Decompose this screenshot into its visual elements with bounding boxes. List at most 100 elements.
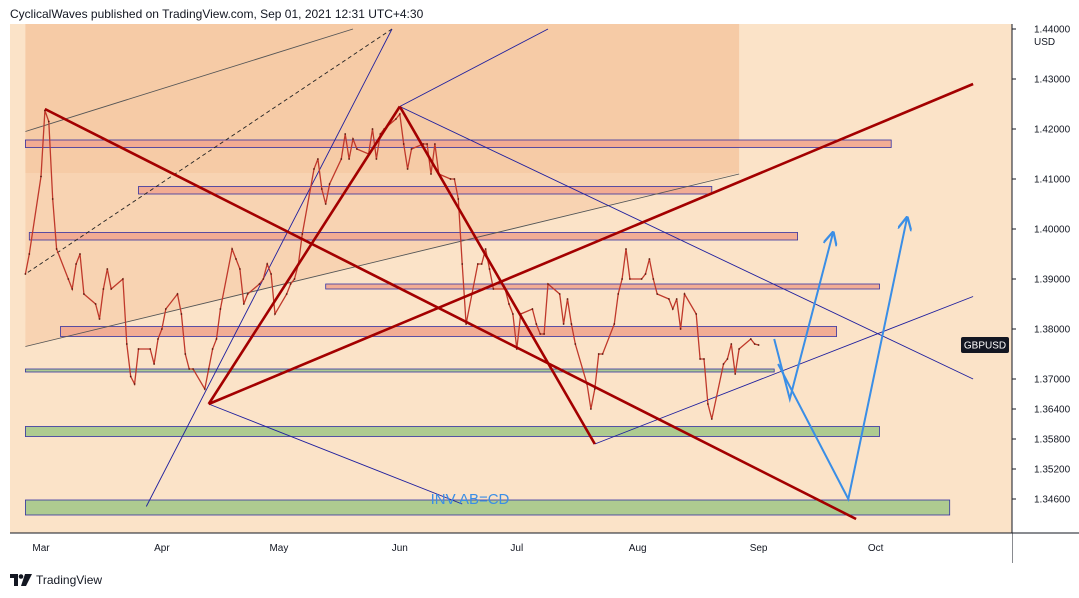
price-point-23 — [153, 363, 156, 365]
price-point-105 — [597, 353, 600, 355]
price-point-21 — [137, 348, 140, 350]
price-point-26 — [164, 308, 167, 310]
x-tick-label-1: Apr — [154, 543, 170, 554]
price-point-53 — [317, 158, 319, 160]
price-point-25 — [161, 328, 163, 330]
price-point-109 — [621, 278, 623, 280]
price-point-118 — [671, 308, 674, 310]
price-point-46 — [274, 313, 276, 315]
x-tick-label-3: Jun — [392, 543, 408, 554]
price-point-11 — [83, 293, 85, 295]
price-point-20 — [133, 383, 136, 385]
price-point-56 — [328, 183, 331, 185]
price-point-133 — [753, 343, 756, 345]
price-point-64 — [375, 158, 378, 160]
price-point-110 — [625, 248, 627, 250]
price-point-35 — [215, 338, 218, 340]
price-point-77 — [449, 178, 452, 180]
price-point-15 — [106, 268, 109, 270]
price-point-82 — [476, 263, 479, 265]
price-point-115 — [652, 278, 655, 280]
tradingview-logo-icon[interactable] — [10, 574, 32, 586]
price-point-52 — [313, 168, 315, 170]
price-point-59 — [348, 158, 350, 160]
x-tick-label-6: Sep — [750, 543, 768, 554]
price-point-130 — [734, 373, 737, 375]
price-point-83 — [480, 263, 483, 265]
price-point-70 — [406, 168, 409, 170]
channel-line-2 — [25, 28, 393, 275]
price-point-40 — [242, 303, 245, 305]
price-point-0 — [24, 273, 27, 275]
price-point-111 — [629, 278, 631, 280]
price-point-131 — [738, 348, 740, 350]
price-point-103 — [590, 408, 592, 410]
price-point-7 — [67, 278, 70, 280]
publish-attribution: CyclicalWaves published on TradingView.c… — [10, 7, 424, 21]
symbol-price-tag — [961, 337, 1009, 353]
price-point-31 — [192, 368, 195, 370]
shaded-channel-area — [25, 24, 740, 173]
y-tick-label-4: 1.40000 — [1034, 225, 1071, 236]
channel-line-5 — [208, 403, 463, 505]
price-point-113 — [644, 273, 647, 275]
y-tick-label-11: 1.34600 — [1034, 495, 1071, 506]
price-point-99 — [566, 298, 569, 300]
price-point-17 — [122, 278, 124, 280]
x-tick-label-7: Oct — [868, 543, 884, 554]
price-point-33 — [207, 368, 210, 370]
price-point-58 — [344, 133, 347, 135]
projection-path-1 — [777, 219, 907, 502]
price-point-54 — [320, 188, 323, 190]
price-point-116 — [656, 293, 659, 295]
price-point-22 — [149, 348, 152, 350]
price-point-94 — [539, 333, 542, 335]
resistance-zone-1 — [138, 186, 713, 195]
price-point-124 — [703, 358, 705, 360]
price-point-119 — [675, 298, 678, 300]
price-point-79 — [457, 198, 460, 200]
harmonic-line-3 — [208, 82, 974, 406]
price-point-89 — [512, 313, 514, 315]
price-point-120 — [679, 328, 682, 330]
resistance-zone-2 — [28, 232, 798, 241]
price-point-92 — [531, 308, 534, 310]
price-point-12 — [94, 303, 97, 305]
price-point-14 — [102, 288, 105, 290]
price-point-125 — [707, 403, 709, 405]
price-point-43 — [262, 278, 265, 280]
price-point-51 — [301, 233, 304, 235]
price-point-95 — [543, 333, 545, 335]
price-point-45 — [270, 273, 272, 275]
price-point-28 — [180, 313, 183, 315]
price-point-68 — [398, 113, 401, 115]
price-point-5 — [51, 198, 54, 200]
price-point-101 — [574, 343, 577, 345]
price-point-32 — [203, 388, 206, 390]
price-point-4 — [47, 120, 50, 123]
price-point-78 — [453, 178, 456, 180]
price-point-61 — [356, 148, 358, 150]
price-point-106 — [601, 353, 604, 355]
price-point-117 — [668, 298, 670, 300]
price-point-29 — [184, 353, 187, 355]
price-point-44 — [266, 263, 269, 265]
y-tick-label-6: 1.38000 — [1034, 325, 1071, 336]
y-tick-label-1: 1.43000 — [1034, 75, 1071, 86]
y-tick-label-8: 1.36400 — [1034, 405, 1071, 416]
price-point-60 — [352, 138, 354, 140]
price-point-88 — [508, 303, 510, 305]
price-point-127 — [722, 363, 725, 365]
projection-path-0 — [773, 234, 833, 403]
price-point-122 — [695, 313, 698, 315]
price-point-84 — [484, 248, 487, 250]
y-tick-label-10: 1.35200 — [1034, 465, 1071, 476]
price-point-27 — [176, 293, 179, 295]
channel-line-0 — [25, 28, 354, 132]
price-point-2 — [40, 175, 42, 178]
price-point-39 — [239, 268, 241, 270]
price-point-37 — [231, 248, 234, 250]
price-point-86 — [492, 288, 495, 290]
support-zone-7 — [24, 499, 951, 516]
